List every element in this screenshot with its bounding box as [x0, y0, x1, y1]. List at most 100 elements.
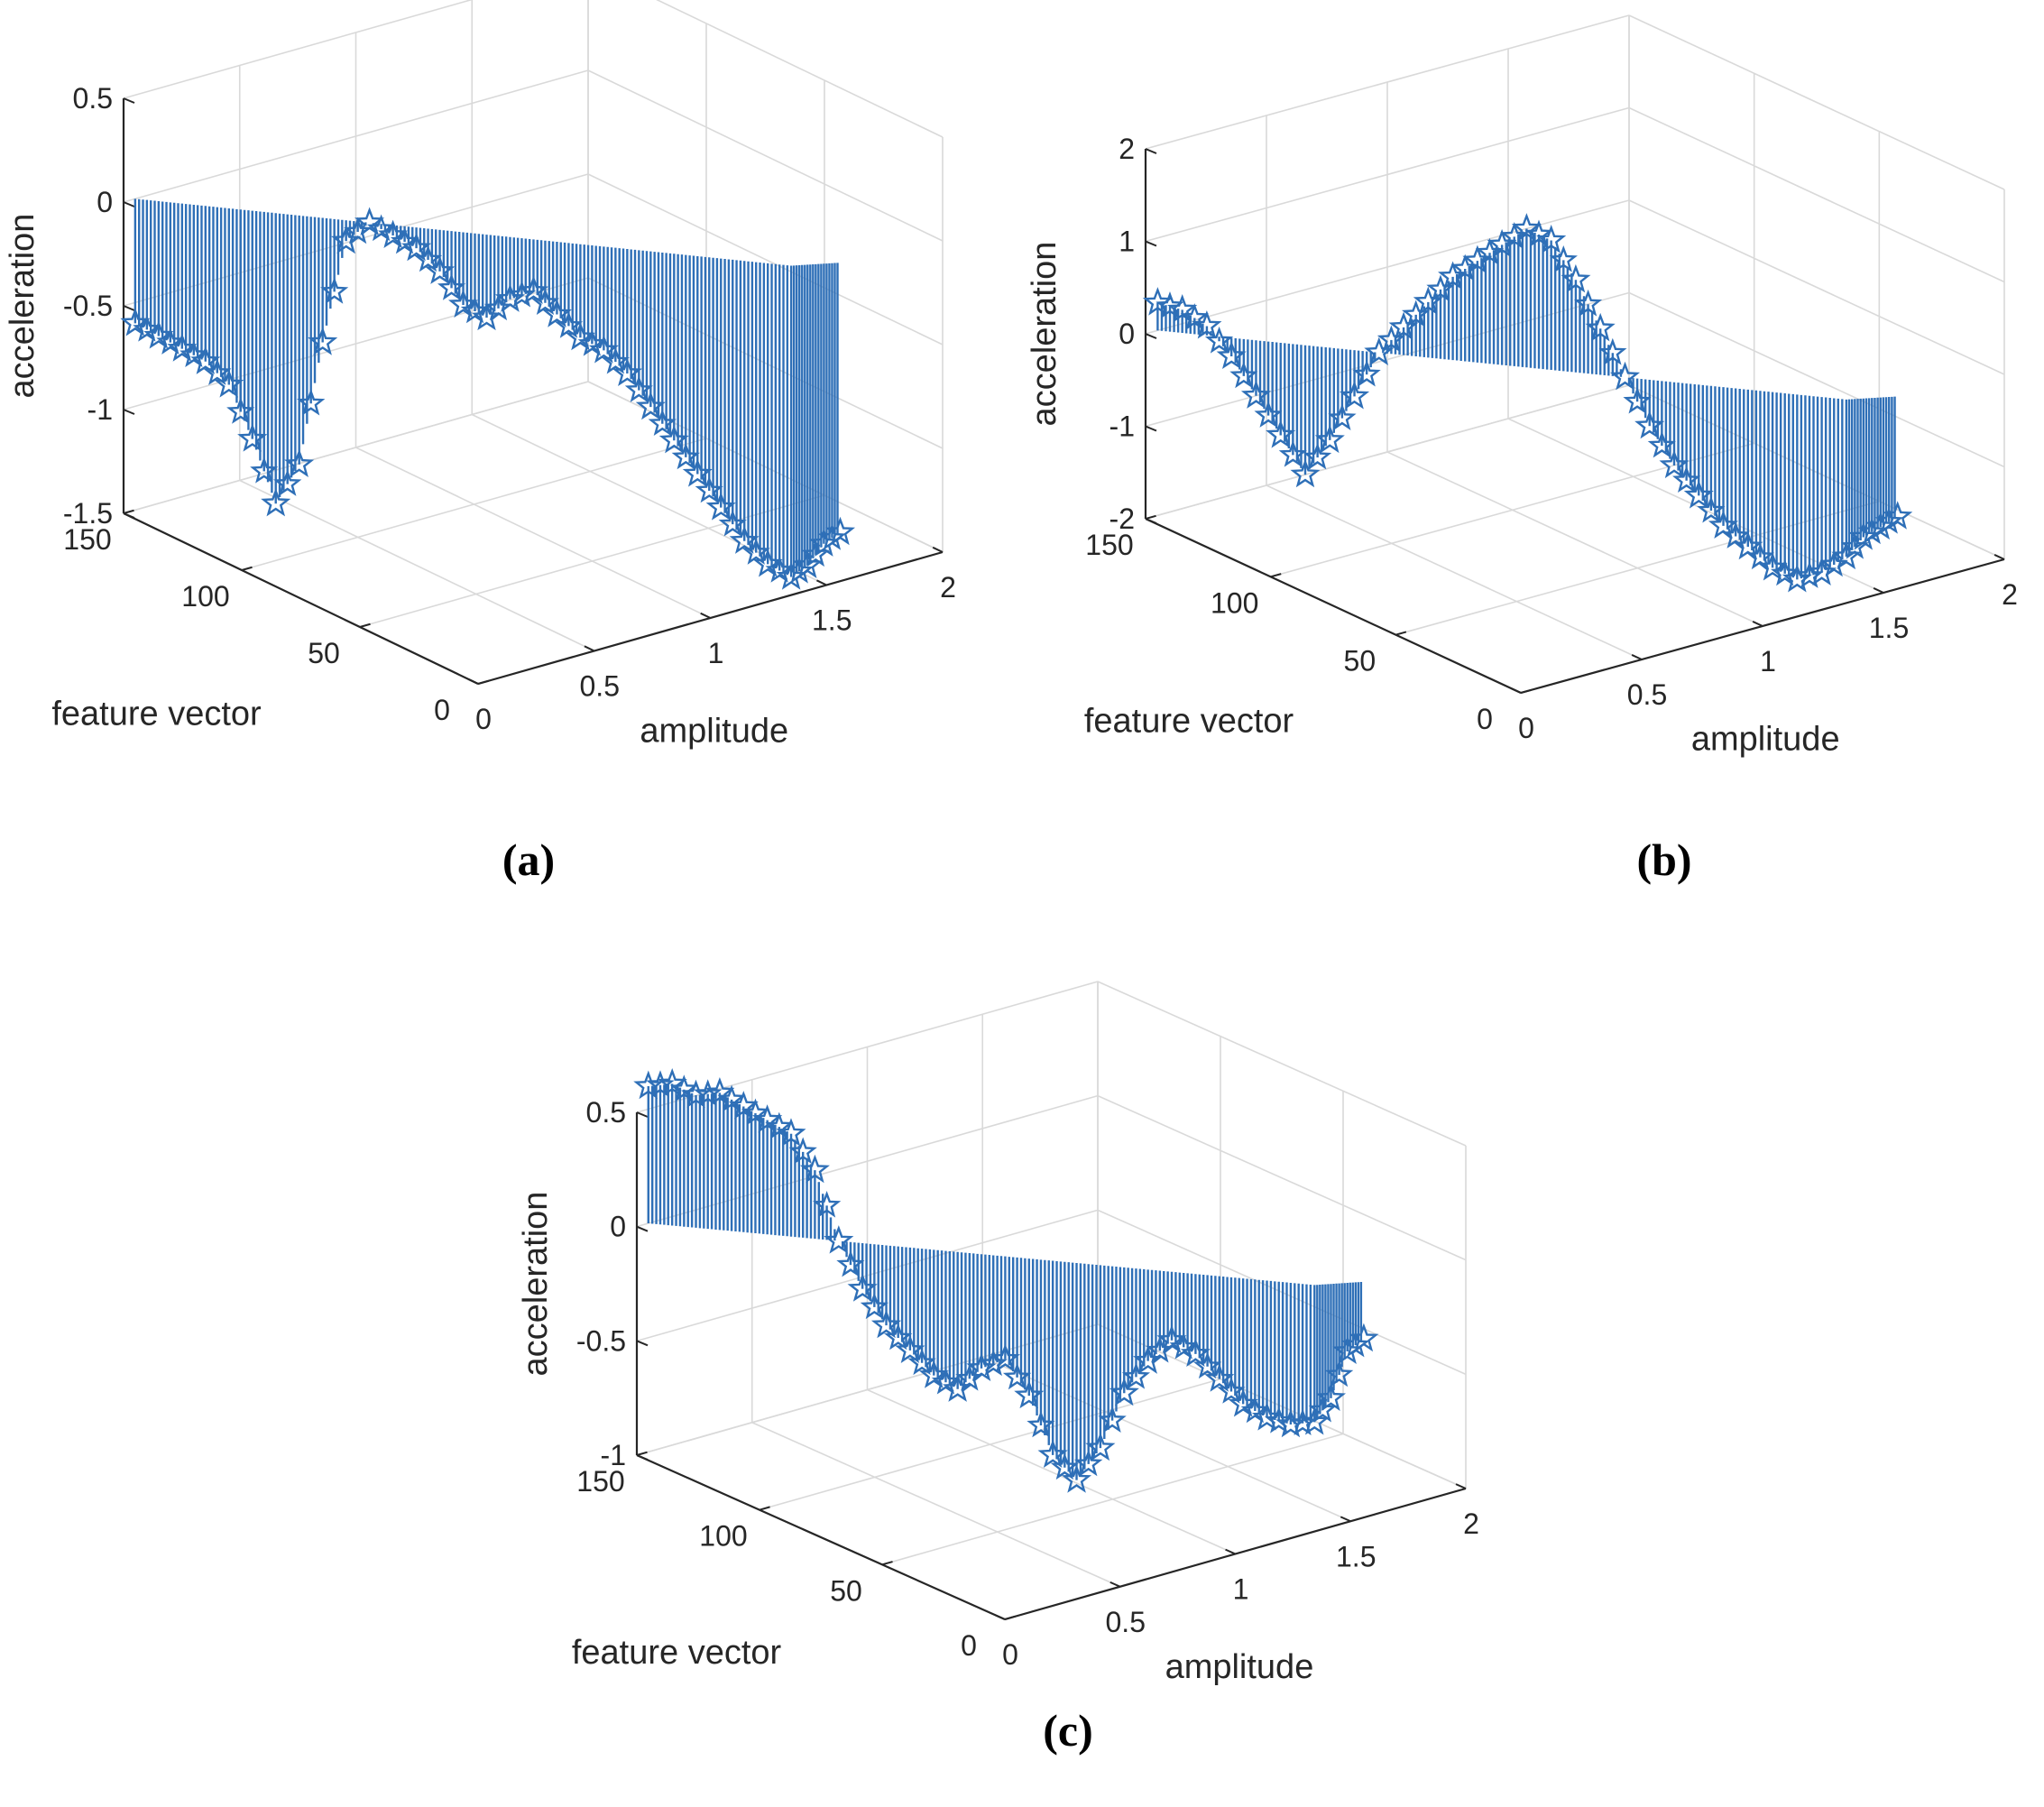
data-point [1349, 1323, 1379, 1352]
data-point [601, 346, 630, 374]
data-point [1240, 380, 1272, 409]
grid-line [1097, 1094, 1467, 1261]
data-point [1324, 1360, 1354, 1388]
data-point [1240, 1396, 1269, 1424]
amplitude-tick-label: 0.5 [1106, 1606, 1146, 1638]
acceleration-axis-title: acceleration [1026, 242, 1063, 427]
data-point [1204, 326, 1234, 354]
acceleration-tick [123, 201, 135, 207]
amplitude-tick-label: 0 [1002, 1638, 1018, 1671]
data-point [1229, 361, 1258, 389]
data-point [1142, 287, 1173, 316]
amplitude-tick [994, 1614, 1006, 1620]
grid-line [1628, 14, 2005, 190]
amplitude-tick-label: 1.5 [1336, 1540, 1376, 1572]
grid-line [241, 438, 707, 571]
feature-vector-tick-label: 150 [1085, 529, 1133, 561]
data-point [180, 340, 208, 367]
data-point [1500, 221, 1529, 249]
data-point [1819, 549, 1848, 577]
amplitude-tick-label: 1.5 [812, 604, 852, 637]
data-point [669, 1074, 698, 1102]
markers [633, 1067, 1379, 1493]
amplitude-axis-title: amplitude [640, 712, 788, 750]
amplitude-tick-label: 1 [1760, 645, 1776, 678]
data-point [460, 296, 490, 324]
data-point [1217, 1377, 1246, 1404]
acceleration-tick-label: 0 [97, 186, 113, 218]
data-point [167, 333, 198, 362]
data-point [1585, 312, 1616, 342]
data-point [261, 487, 291, 517]
data-point [588, 334, 619, 364]
data-point [1156, 291, 1184, 318]
acceleration-tick [123, 512, 135, 519]
data-point [792, 549, 823, 578]
feature-vector-tick [477, 679, 489, 685]
feature-vector-tick [241, 566, 253, 571]
acceleration-tick [636, 1111, 649, 1118]
feature-vector-tick-label: 150 [576, 1465, 624, 1498]
feature-vector-tick [881, 1561, 893, 1566]
data-point [1288, 1408, 1317, 1435]
amplitude-tick [467, 678, 479, 685]
data-point [705, 492, 736, 521]
data-point [156, 327, 185, 355]
data-point [471, 301, 502, 331]
data-point [799, 1154, 830, 1184]
data-point [1027, 1410, 1055, 1438]
feature-vector-tick-label: 50 [830, 1574, 862, 1607]
data-point [682, 458, 713, 487]
data-point [203, 358, 232, 385]
data-point [847, 1273, 878, 1302]
grid-line [587, 277, 944, 449]
data-point [1216, 340, 1247, 370]
acceleration-tick [636, 1225, 649, 1232]
data-point [694, 1079, 723, 1106]
data-point [979, 1349, 1008, 1377]
amplitude-tick [1109, 1581, 1121, 1588]
data-point [1002, 1362, 1032, 1390]
data-point [507, 280, 537, 308]
data-point [1438, 261, 1469, 290]
grid-line [239, 479, 595, 652]
data-point [437, 272, 466, 300]
acceleration-axis-title: acceleration [4, 214, 41, 399]
grid-line [1270, 442, 1754, 578]
amplitude-axis-title: amplitude [1165, 1648, 1314, 1686]
feature-vector-tick-label: 50 [1344, 645, 1376, 678]
data-point [1511, 213, 1542, 242]
data-point [1278, 439, 1307, 467]
acceleration-tick [1145, 333, 1157, 339]
data-point [424, 255, 456, 284]
data-point [1745, 542, 1775, 570]
feature-vector-tick [1004, 1615, 1016, 1620]
grid-line [1395, 500, 1880, 636]
amplitude-tick-label: 0 [1518, 712, 1534, 744]
data-point [1085, 1432, 1116, 1461]
data-point [788, 1137, 817, 1165]
feature-vector-tick [1145, 514, 1156, 520]
grid-line [123, 277, 589, 410]
data-point [671, 442, 700, 470]
feature-vector-tick-label: 0 [1477, 703, 1493, 735]
feature-vector-tick [359, 622, 371, 628]
data-point [1265, 1406, 1294, 1434]
grid-line [587, 69, 944, 242]
data-point [366, 214, 396, 242]
acceleration-tick-label: -2 [1109, 502, 1135, 535]
data-point [413, 244, 443, 272]
panel-label: (a) [502, 834, 555, 885]
grid-line [1266, 484, 1643, 660]
data-point [297, 388, 326, 416]
data-point [284, 448, 315, 477]
grid-line [1145, 291, 1630, 428]
chart-panel-a: 0 0.5 1 1.5 2 0 50 100 150-1.5 -1 -0.5 0 0.5 accelera… [4, 0, 956, 885]
data-point [824, 516, 856, 546]
grid-line [355, 447, 711, 619]
feature-vector-tick [1395, 631, 1407, 636]
data-point [1352, 359, 1381, 387]
data-point [447, 289, 479, 318]
data-point [1315, 1382, 1347, 1411]
